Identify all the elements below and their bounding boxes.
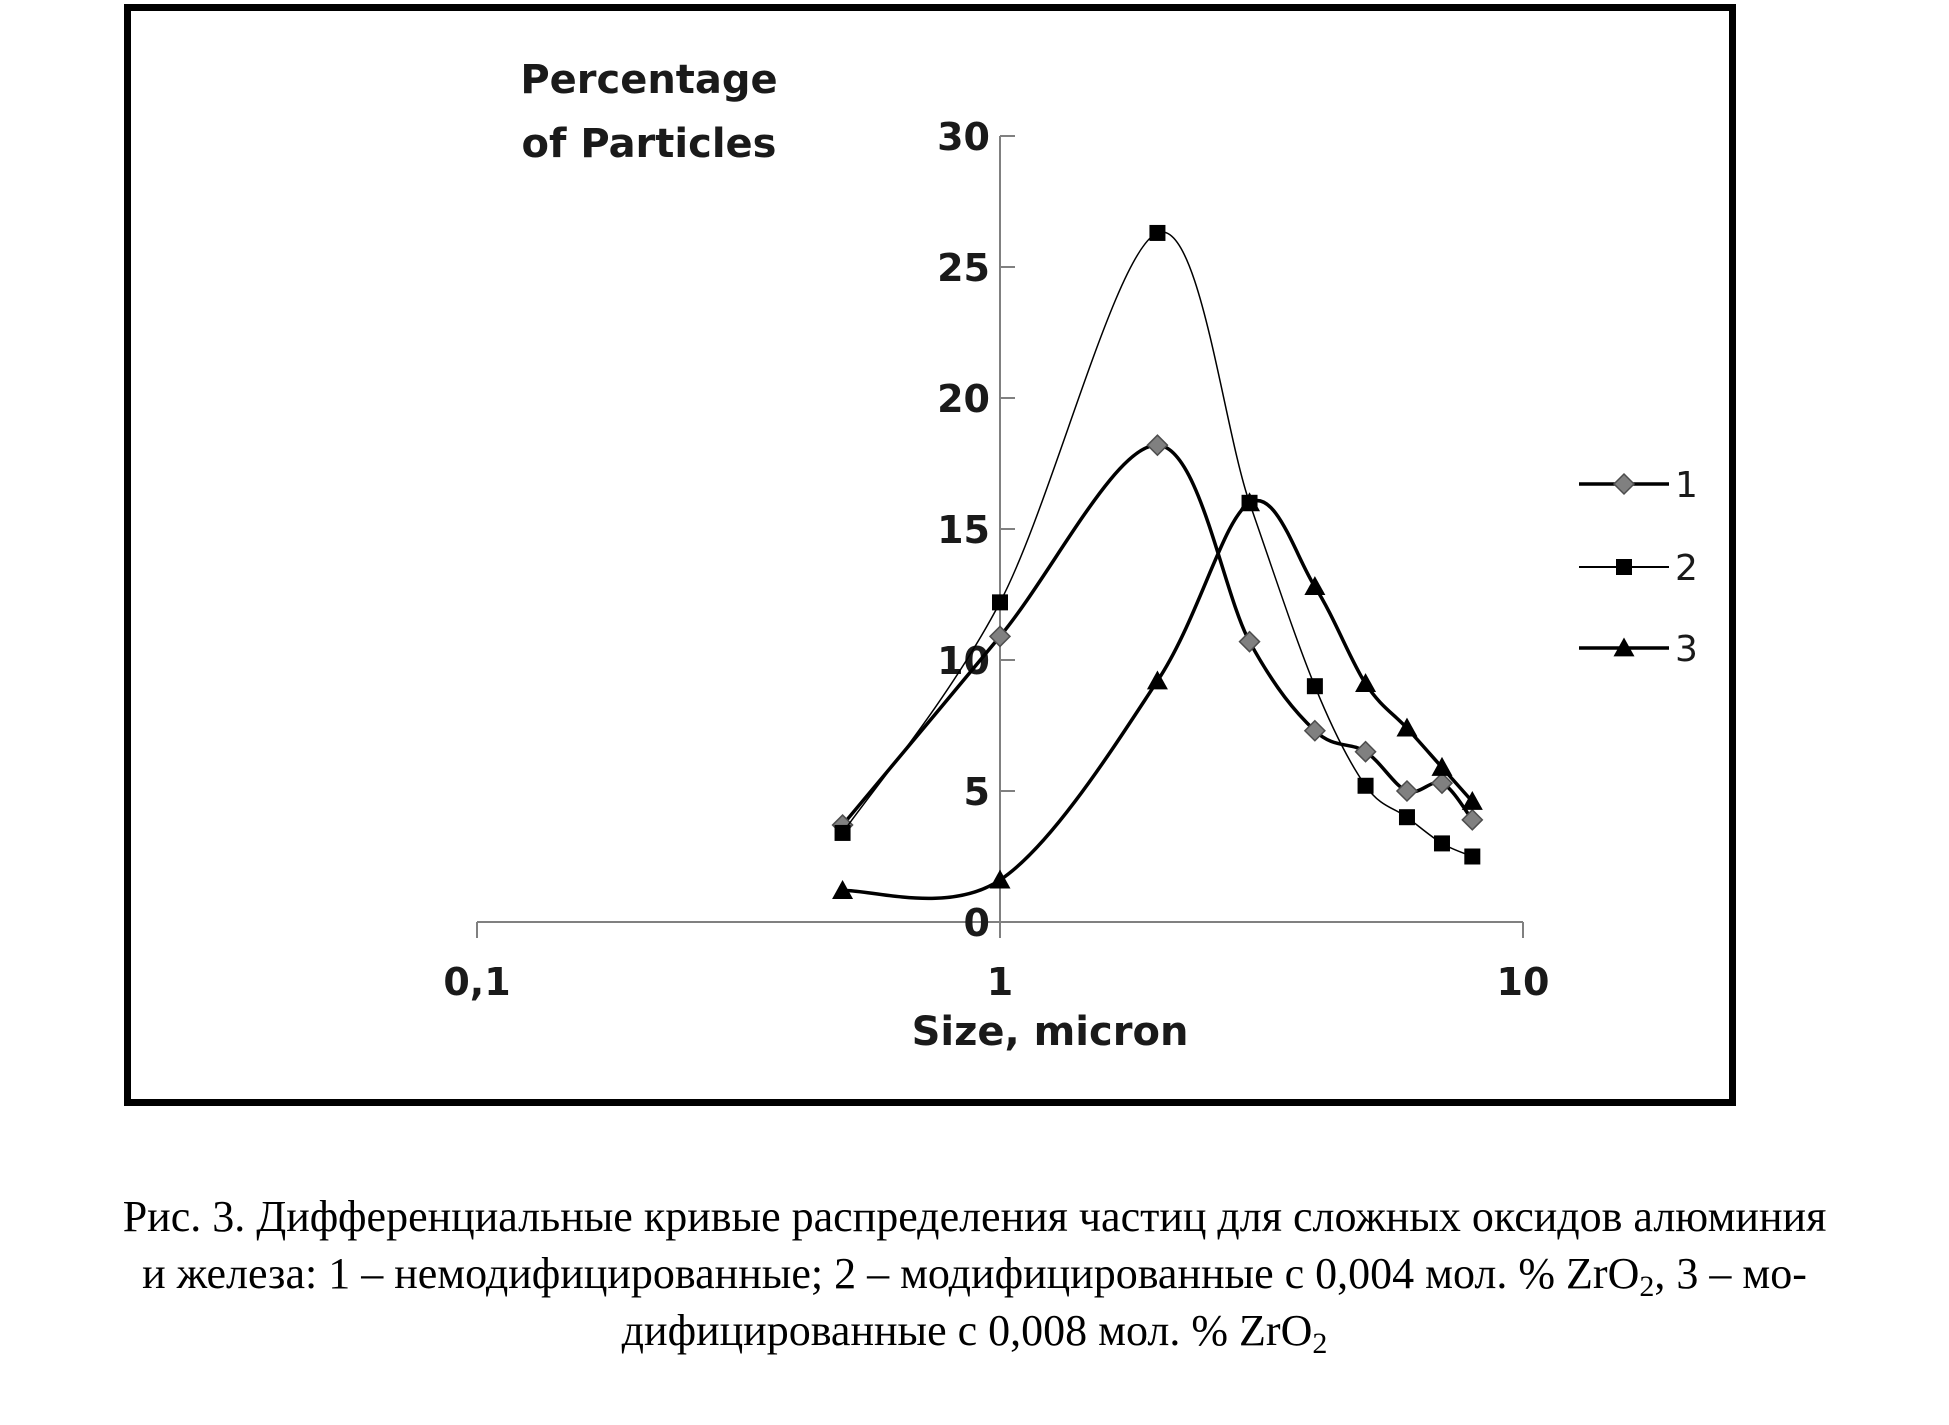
square-marker <box>1357 777 1374 794</box>
diamond-marker <box>1238 630 1261 653</box>
y-axis-title: Percentage of Particles <box>520 57 777 167</box>
figure-caption: Рис. 3. Дифференциальные кривые распреде… <box>0 1188 1949 1359</box>
triangle-marker <box>1613 637 1635 657</box>
y-tick-label: 15 <box>937 508 990 552</box>
series-layer <box>831 224 1484 901</box>
square-marker <box>992 594 1008 611</box>
y-tick-label: 10 <box>937 639 990 683</box>
diamond-marker <box>1430 772 1454 795</box>
x-tick-label: 1 <box>987 960 1013 1004</box>
series-3-line <box>842 498 1474 901</box>
series-1-line <box>841 443 1474 827</box>
caption-line-2-text: и железа: 1 – немодифицированные; 2 – мо… <box>142 1249 1640 1298</box>
legend-label-3: 3 <box>1675 629 1698 670</box>
y-axis-title-line: Percentage <box>520 57 777 103</box>
triangle-marker <box>832 880 854 899</box>
y-tick-label: 0 <box>964 901 990 945</box>
chart-svg: 0,1 1 10 0 5 10 15 20 25 30 Percentage of Particle… <box>443 57 1698 1055</box>
y-tick-label: 25 <box>937 246 990 290</box>
diamond-marker <box>1303 719 1326 742</box>
square-marker <box>834 824 851 841</box>
y-tick-label: 20 <box>937 377 990 421</box>
square-marker <box>1398 809 1415 826</box>
caption-subscript: 2 <box>1312 1327 1328 1360</box>
diamond-marker <box>1612 472 1636 496</box>
x-axis-title-text: Size, micron <box>912 1009 1189 1055</box>
diamond-marker <box>988 625 1012 648</box>
triangle-marker <box>1239 492 1261 512</box>
series-3 <box>832 492 1483 901</box>
caption-line-2-end: , 3 – мо- <box>1654 1249 1807 1298</box>
x-axis-title: Size, micron <box>912 1009 1189 1055</box>
square-marker <box>1306 678 1323 695</box>
chart-frame: 0,1 1 10 0 5 10 15 20 25 30 Percentage of Particle… <box>124 4 1736 1106</box>
square-marker <box>1149 224 1166 241</box>
square-marker <box>1464 848 1481 865</box>
y-tick-label: 30 <box>937 115 990 159</box>
caption-line-3: дифицированные с 0,008 мол. % ZrO2 <box>0 1302 1949 1359</box>
y-tick-label: 5 <box>964 770 990 814</box>
caption-line-3-text: дифицированные с 0,008 мол. % ZrO <box>621 1306 1313 1355</box>
triangle-marker <box>1355 673 1377 692</box>
axes: 0,1 1 10 0 5 10 15 20 25 30 <box>443 115 1549 1004</box>
caption-line-1: Рис. 3. Дифференциальные кривые распреде… <box>122 1192 1827 1241</box>
triangle-marker <box>1146 670 1168 690</box>
square-marker <box>1433 835 1450 852</box>
legend-label-2: 2 <box>1675 548 1698 589</box>
caption-line-2: и железа: 1 – немодифицированные; 2 – мо… <box>0 1245 1949 1302</box>
triangle-marker <box>1396 717 1418 737</box>
x-tick-label: 10 <box>1497 960 1550 1004</box>
y-axis-title-line: of Particles <box>522 121 777 167</box>
diamond-marker <box>1146 434 1169 457</box>
triangle-marker <box>1461 790 1483 810</box>
diamond-marker <box>1354 740 1377 763</box>
legend-label-1: 1 <box>1675 465 1698 506</box>
series-1 <box>831 434 1484 837</box>
triangle-marker <box>1431 756 1453 776</box>
square-marker <box>1616 559 1632 575</box>
diamond-marker <box>1395 779 1419 803</box>
legend: 1 2 3 <box>1579 465 1698 670</box>
x-tick-label: 0,1 <box>443 960 510 1004</box>
diamond-marker <box>1461 808 1484 831</box>
caption-subscript: 2 <box>1639 1270 1655 1303</box>
triangle-marker <box>1304 576 1326 596</box>
triangle-marker <box>989 869 1011 889</box>
